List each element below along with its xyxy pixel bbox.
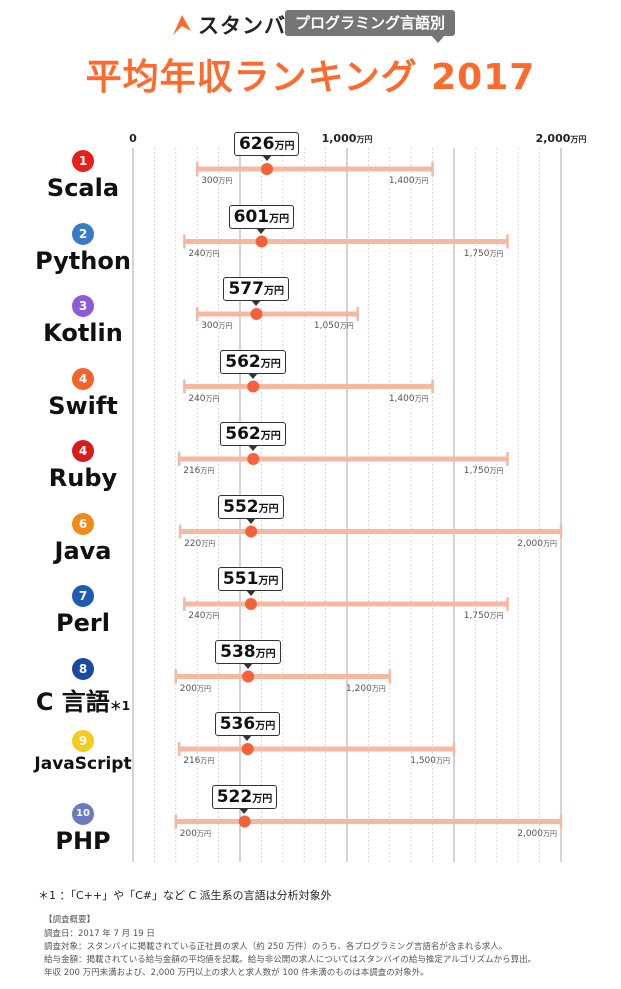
range-max-label: 1,400万円 bbox=[388, 176, 429, 186]
rank-badge: 6 bbox=[72, 512, 94, 535]
language-name: Python bbox=[35, 246, 131, 275]
x-tick-label: 1,000万円 bbox=[321, 132, 373, 145]
average-value-label: 626万円 bbox=[233, 132, 300, 161]
average-dot bbox=[241, 743, 254, 755]
rank-badge: 1 bbox=[72, 150, 94, 172]
language-name: Kotlin bbox=[43, 319, 123, 347]
average-dot bbox=[245, 525, 258, 538]
average-dot bbox=[244, 598, 257, 610]
average-value-label: 552万円 bbox=[218, 494, 284, 524]
category-tag: プログラミング言語別 bbox=[285, 10, 456, 43]
range-min-label: 216万円 bbox=[183, 756, 215, 766]
average-value-label: 601万円 bbox=[228, 204, 295, 234]
language-name: Perl bbox=[56, 609, 110, 637]
range-max-label: 2,000万円 bbox=[517, 538, 557, 549]
range-min-label: 200万円 bbox=[179, 683, 211, 694]
language-name: Java bbox=[54, 536, 112, 565]
range-max-label: 1,750万円 bbox=[463, 611, 504, 621]
language-name: PHP bbox=[55, 826, 111, 855]
average-value-label: 522万円 bbox=[211, 784, 278, 814]
survey-line: 調査日：2017 年 7 月 19 日 bbox=[44, 929, 155, 939]
range-min-label: 300万円 bbox=[201, 176, 233, 186]
language-name: JavaScript bbox=[34, 754, 132, 774]
rank-badge: 4 bbox=[72, 367, 94, 390]
average-dot bbox=[242, 670, 255, 683]
salary-chart bbox=[132, 148, 563, 862]
rank-badge: 4 bbox=[72, 440, 94, 462]
range-max-label: 1,400万円 bbox=[388, 393, 429, 404]
average-value-label: 562万円 bbox=[220, 349, 286, 379]
range-max-label: 1,750万円 bbox=[463, 248, 504, 259]
rank-badge: 2 bbox=[72, 222, 94, 245]
rank-badge: 7 bbox=[72, 585, 94, 607]
average-dot bbox=[260, 163, 273, 175]
range-max-label: 1,200万円 bbox=[346, 683, 386, 694]
range-max-label: 2,000万円 bbox=[517, 828, 557, 839]
average-value-label: 538万円 bbox=[215, 639, 281, 669]
average-value-label: 577万円 bbox=[223, 277, 289, 306]
range-min-label: 300万円 bbox=[201, 321, 233, 331]
average-dot bbox=[247, 380, 260, 393]
brand-flag-icon bbox=[173, 15, 191, 35]
range-min-label: 220万円 bbox=[184, 538, 216, 549]
range-min-label: 240万円 bbox=[188, 248, 220, 259]
range-min-label: 240万円 bbox=[188, 393, 220, 404]
range-max-label: 1,750万円 bbox=[463, 466, 504, 476]
range-min-label: 216万円 bbox=[183, 466, 215, 476]
language-name: Swift bbox=[48, 391, 118, 420]
average-dot bbox=[247, 453, 260, 465]
x-tick-label: 2,000万円 bbox=[535, 132, 587, 145]
rank-badge: 10 bbox=[72, 802, 94, 825]
survey-heading: 【調査概要】 bbox=[44, 915, 96, 925]
rank-badge: 3 bbox=[72, 295, 94, 317]
average-dot bbox=[255, 235, 268, 248]
survey-line: 給与金額：掲載されている給与金額の平均値を記載。給与非公開の求人についてはスタン… bbox=[44, 955, 537, 965]
footnote: ＊1 ：「C++」や「C#」など C 派生系の言語は分析対象外 bbox=[38, 889, 332, 902]
range-min-label: 200万円 bbox=[179, 828, 211, 839]
category-tag-label: プログラミング言語別 bbox=[295, 14, 446, 32]
language-name: Scala bbox=[46, 174, 120, 202]
page-title: 平均年収ランキング 2017 bbox=[85, 57, 536, 98]
average-value-label: 551万円 bbox=[217, 567, 284, 596]
range-min-label: 240万円 bbox=[188, 611, 220, 621]
survey-line: 調査対象：スタンバイに掲載されている正社員の求人（約 250 万件）のうち、各プ… bbox=[44, 942, 508, 952]
survey-line: 年収 200 万円未満および、2,000 万円以上の求人と求人数が 100 件未… bbox=[44, 968, 429, 978]
language-name: Ruby bbox=[48, 464, 118, 492]
footnote-marker: ＊1 bbox=[109, 698, 131, 713]
range-max-label: 1,500万円 bbox=[410, 756, 450, 766]
average-value-label: 536万円 bbox=[214, 712, 281, 741]
average-value-label: 562万円 bbox=[220, 422, 286, 451]
rank-badge: 8 bbox=[72, 657, 94, 680]
x-tick-label: 0 bbox=[129, 132, 137, 145]
rank-badge: 9 bbox=[72, 730, 94, 752]
range-max-label: 1,050万円 bbox=[313, 321, 354, 331]
language-name: C 言語＊1 bbox=[35, 687, 131, 716]
average-dot bbox=[238, 815, 251, 828]
average-dot bbox=[250, 308, 263, 320]
